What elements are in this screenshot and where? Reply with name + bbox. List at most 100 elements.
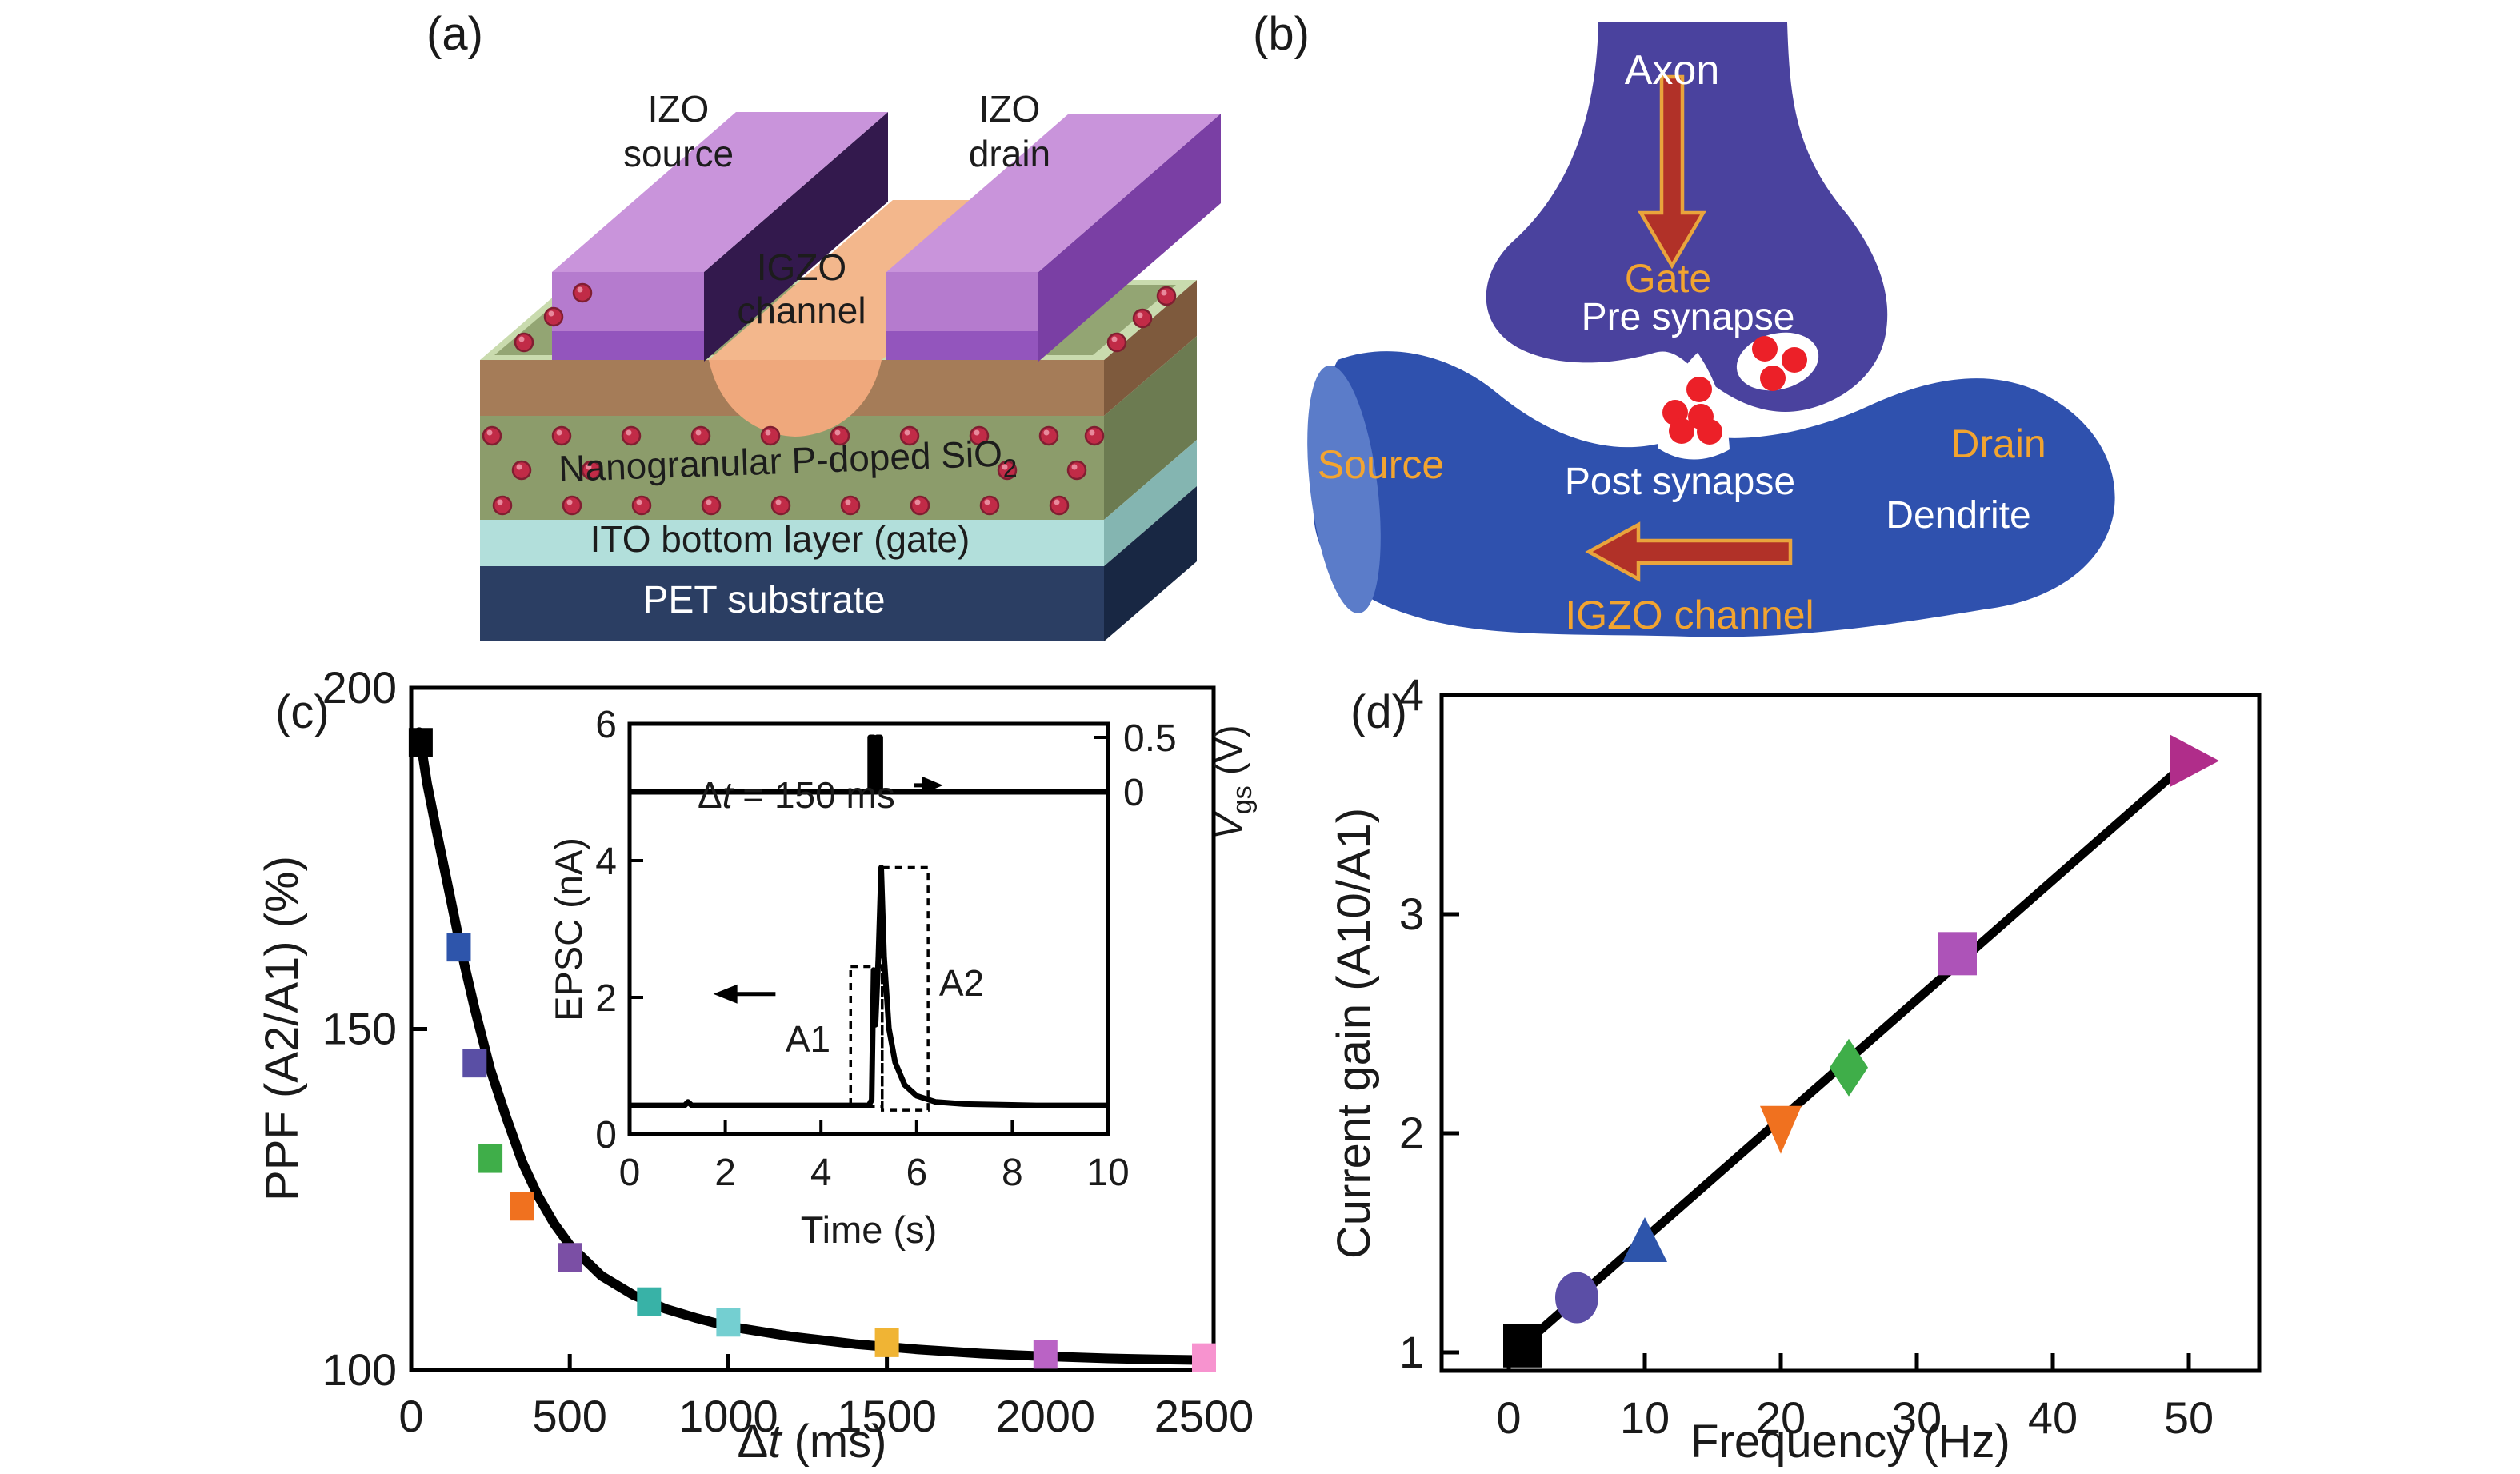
x-tick-label: 0 [1496, 1392, 1521, 1443]
inset-x-tick-label: 0 [619, 1152, 641, 1194]
nanoparticle-dot-highlight [775, 499, 782, 505]
dendrite-shape [1312, 351, 2115, 637]
izo-drain-right-side [1038, 114, 1221, 362]
inset-right-ylabel: Vgs (V) [1207, 725, 1258, 840]
nanoparticle-dot [562, 495, 582, 516]
gain-data-point [1622, 1217, 1667, 1262]
izo-source-label-2: source [623, 133, 734, 174]
nanoparticle-dot-highlight [845, 499, 851, 505]
izo-source-label-1: IZO [648, 88, 710, 130]
ito-layer-front [480, 520, 1104, 566]
ppf-data-point [558, 1243, 582, 1272]
nanoparticle-dot [631, 495, 652, 516]
nanoparticle-dot-highlight [984, 499, 990, 505]
nanoparticle-dot [482, 425, 502, 446]
brown-layer-side [1104, 280, 1197, 416]
dendrite-end-cap [1307, 366, 1381, 613]
ppf-ylabel: PPF (A2/A1) (%) [256, 856, 308, 1201]
y-tick-label: 1 [1399, 1327, 1424, 1377]
pet-label: PET substrate [642, 579, 885, 621]
ppf-data-point [478, 1144, 503, 1173]
nanoparticle-dot [1132, 308, 1153, 329]
nanoparticle-dot-highlight [834, 429, 841, 436]
nanoparticle-dot [1106, 332, 1127, 353]
nanoparticle-dot [770, 495, 791, 516]
x-tick-label: 50 [2164, 1392, 2214, 1443]
nanoparticle-dot-highlight [577, 286, 583, 293]
izo-drain-label-2: drain [969, 133, 1050, 174]
nanoparticle-dot-highlight [695, 429, 702, 436]
panel-b-synapse-schematic: (b) Axon Gate Pre synapse Source Drain P… [1253, 8, 2115, 637]
inset-annotation: Δt = 150 ms [698, 774, 895, 816]
x-tick-label: 1000 [678, 1391, 778, 1441]
nanoparticle-dot-highlight [1071, 464, 1078, 470]
nanoparticle-dot-highlight [1002, 464, 1008, 470]
ppf-data-point [637, 1287, 662, 1316]
nanoparticle-dot [910, 495, 930, 516]
izo-source-inner-side [704, 112, 888, 362]
inset-x-tick-label: 8 [1002, 1152, 1023, 1194]
ppf-data-point [446, 933, 471, 962]
nanoparticle-dot-highlight [1111, 336, 1118, 342]
x-tick-label: 0 [398, 1391, 423, 1441]
nanoparticle-dot-highlight [1054, 499, 1060, 505]
nanoparticle-dot-highlight [548, 310, 554, 317]
drain-label: Drain [1950, 421, 2046, 466]
y-tick-label: 4 [1399, 669, 1424, 720]
nanoparticle-dot [1084, 425, 1105, 446]
panel-c-label: (c) [275, 686, 330, 738]
source-label: Source [1318, 442, 1444, 487]
nanoparticle-dots [482, 282, 1177, 516]
a1-label: A1 [786, 1018, 830, 1060]
gate-down-arrow [1638, 74, 1706, 270]
x-tick-label: 1500 [837, 1391, 937, 1441]
nanoparticle-dot-highlight [1161, 290, 1167, 296]
izo-drain-front-band [886, 331, 1038, 360]
panel-d-label: (d) [1350, 686, 1407, 738]
x-tick-label: 2500 [1154, 1391, 1254, 1441]
nanoparticle-dot [840, 495, 861, 516]
ppf-data-point [510, 1192, 534, 1221]
nanoparticle-dot-highlight [1089, 429, 1095, 436]
gain-ylabel: Current gain (A10/A1) [1328, 808, 1380, 1259]
gain-data-point [1760, 1105, 1802, 1154]
channel-left-arrow [1585, 521, 1793, 582]
panel-d-gain-chart: (d) 0 10 20 30 40 50 1 2 3 4 Current gain (A10/A1… [1328, 669, 2262, 1468]
gain-data-point [1938, 932, 1977, 976]
pet-layer-front [480, 566, 1104, 641]
nanoparticle-dot-highlight [914, 499, 921, 505]
x-tick-label: 10 [1620, 1392, 1670, 1443]
x-tick-label: 500 [532, 1391, 606, 1441]
epsc-inset: 0 2 4 6 0 2 4 6 8 10 0.5 0 EPSC (nA) Time (s) Vgs (… [547, 704, 1258, 1251]
inset-y-tick-label: 6 [595, 704, 617, 746]
panel-a-device-schematic: (a) IZO source IZO drain [426, 8, 1221, 641]
nanoparticle-dot-highlight [765, 429, 771, 436]
gain-data-point [1555, 1272, 1598, 1324]
y-tick-label: 200 [322, 662, 397, 713]
igzo-channel-label-1: IGZO [757, 246, 846, 288]
ppf-data-point [874, 1328, 899, 1357]
igzo-channel-b-label: IGZO channel [1565, 593, 1814, 637]
inset-y-tick-label: 2 [595, 977, 617, 1020]
nanoparticle-dot-highlight [518, 336, 525, 342]
inset-x-tick-label: 4 [810, 1152, 832, 1194]
izo-drain-label-1: IZO [979, 88, 1041, 130]
nanoparticle-dot-highlight [1043, 429, 1050, 436]
dendrite-label: Dendrite [1886, 494, 2030, 537]
left-axis-arrowhead [713, 984, 738, 1004]
gain-plot-content: 0 10 20 30 40 50 1 2 3 4 [1399, 669, 2219, 1443]
nanoparticle-dot [979, 495, 1000, 516]
inset-right-tick-label: 0 [1123, 772, 1145, 814]
nanoparticle-dot-highlight [626, 429, 632, 436]
gain-data-point [1830, 1038, 1868, 1097]
inset-xlabel: Time (s) [801, 1208, 938, 1251]
ppf-data-point [1192, 1343, 1216, 1372]
y-tick-label: 150 [322, 1004, 397, 1054]
pre-synapse-label: Pre synapse [1582, 296, 1795, 338]
x-tick-label: 20 [1756, 1392, 1806, 1443]
igzo-channel-dip [709, 360, 882, 437]
y-tick-label: 3 [1399, 889, 1424, 939]
nanoparticle-dot-highlight [904, 429, 910, 436]
